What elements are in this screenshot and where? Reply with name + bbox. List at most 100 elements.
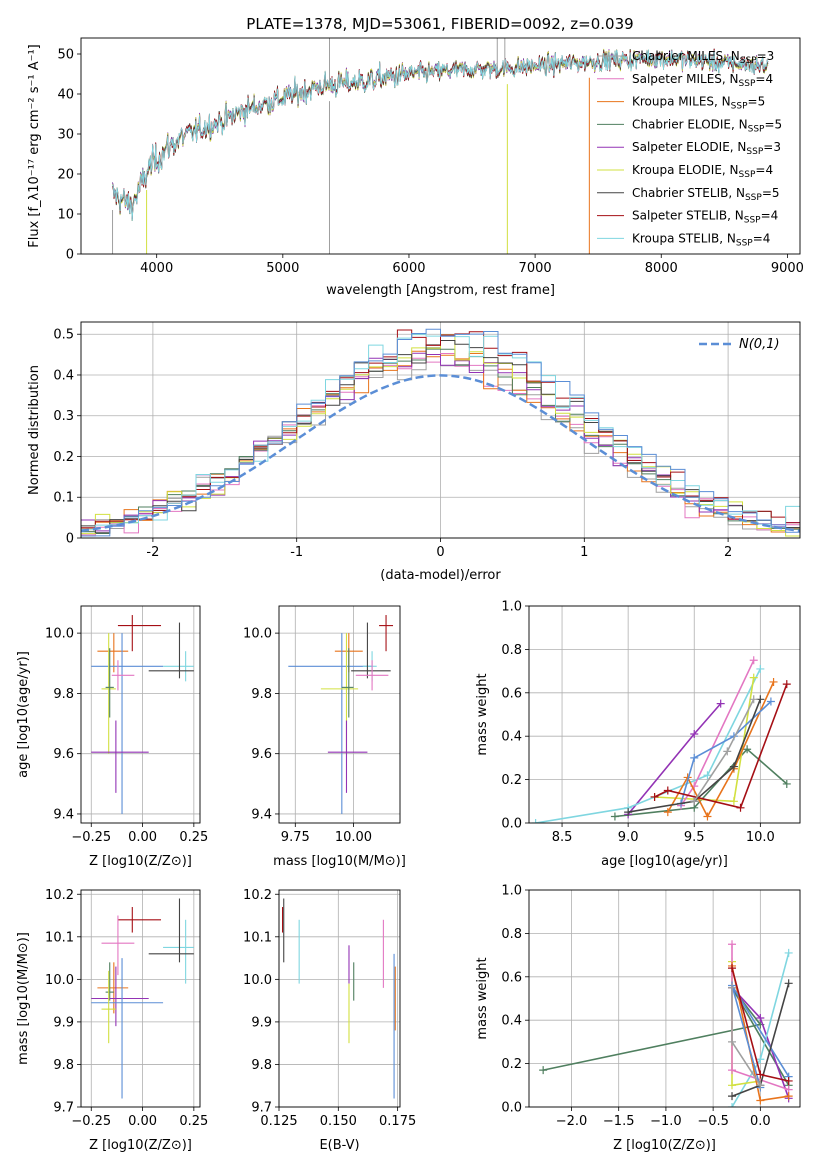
y-tick-label: 10.2	[45, 888, 74, 903]
series-point	[756, 1096, 765, 1105]
y-tick-label: 9.4	[53, 807, 74, 822]
series-point	[728, 1092, 737, 1101]
histogram-step	[81, 328, 800, 538]
chart-weight-vs-Z: −2.0 −1.5 −1.0 −0.5 0.0 0.0 0.2 0.4 0.6 0.8 1.0 Z […	[475, 884, 801, 1153]
legend-label: Salpeter MILES, NSSP=4	[632, 72, 773, 89]
y-tick-label: 9.6	[251, 747, 272, 762]
y-tick-label: 1.0	[501, 600, 522, 615]
chart-age-vs-mass: 9.75 10.00 9.4 9.6 9.8 10.0 mass [log10(M/M⊙)]	[243, 605, 406, 869]
y-tick-label: 1.0	[501, 884, 522, 899]
x-axis-label: Z [log10(Z/Z⊙)]	[89, 854, 192, 869]
y-tick-label: 0.6	[501, 970, 522, 985]
y-tick-label: 0.1	[53, 491, 74, 506]
y-tick-label: 20	[57, 168, 74, 183]
histograms	[81, 328, 800, 538]
y-axis-label: age [log10(age/yr)]	[16, 651, 31, 778]
y-axis-label: Flux [f_λ10⁻¹⁷ erg cm⁻² s⁻¹ A⁻¹]	[27, 44, 42, 248]
normal-curve	[81, 374, 800, 533]
series-point	[531, 819, 540, 823]
x-tick-label: 0.125	[260, 1114, 297, 1129]
x-tick-label: 6000	[392, 261, 425, 276]
axes-frame	[80, 321, 801, 539]
legend-label: Chabrier MILES, NSSP=3	[632, 49, 774, 66]
x-tick-label: 0	[436, 545, 444, 560]
legend-subscript: SSP	[740, 56, 757, 66]
chart-mass-vs-ebv: 0.125 0.150 0.175 9.7 9.8 9.9 10.0 10.1 10.2 E(B-…	[243, 888, 416, 1153]
series-point	[756, 1070, 765, 1079]
y-tick-label: 9.7	[53, 1101, 74, 1116]
x-axis-label: age [log10(age/yr)]	[601, 854, 728, 869]
series-point	[749, 656, 758, 665]
series-point	[749, 673, 758, 682]
legend-label: Salpeter STELIB, NSSP=4	[632, 209, 778, 226]
series-point	[703, 812, 712, 821]
x-tick-label: 7000	[519, 261, 552, 276]
x-tick-label: 5000	[266, 261, 299, 276]
series-point	[690, 753, 699, 762]
y-tick-label: 9.8	[251, 687, 272, 702]
axes-frame	[528, 889, 801, 1108]
axes-frame	[80, 889, 201, 1108]
series-point	[539, 1066, 548, 1075]
x-axis-label: wavelength [Angstrom, rest frame]	[326, 283, 555, 298]
y-tick-label: 10.0	[45, 627, 74, 642]
series-point	[728, 940, 737, 949]
x-tick-label: 8000	[645, 261, 678, 276]
errorbars	[282, 898, 396, 1099]
axes-frame	[80, 605, 201, 824]
legend-nssp: =5	[764, 117, 782, 131]
series-point	[756, 664, 765, 673]
legend-subscript: SSP	[731, 102, 748, 112]
x-tick-label: 0.0	[750, 1114, 771, 1129]
series-point	[728, 964, 737, 973]
x-axis-label: Z [log10(Z/Z⊙)]	[89, 1138, 192, 1153]
legend-subscript: SSP	[746, 147, 763, 157]
series-point	[690, 797, 699, 806]
legend-nssp: =5	[748, 95, 766, 109]
y-tick-label: 9.7	[251, 1101, 272, 1116]
x-axis-label: mass [log10(M/M⊙)]	[273, 854, 406, 869]
y-tick-label: 0.0	[501, 1101, 522, 1116]
series-point	[784, 1076, 793, 1085]
errorbars	[91, 615, 194, 814]
x-tick-label: 0.00	[128, 1114, 157, 1129]
series-point	[756, 1081, 765, 1090]
y-tick-label: 9.8	[53, 687, 74, 702]
errorbars	[91, 898, 194, 1099]
x-tick-label: 2	[724, 545, 732, 560]
chart-age-vs-Z: −0.25 0.00 0.25 9.4 9.6 9.8 10.0 Z [log10(Z/Z⊙)…	[16, 605, 208, 869]
x-tick-label: −0.25	[71, 830, 111, 845]
legend: Chabrier MILES, NSSP=3 Salpeter MILES, NS…	[597, 49, 782, 248]
legend-label: Kroupa ELODIE, NSSP=4	[632, 163, 773, 180]
errorbars	[288, 615, 394, 814]
y-tick-label: 0.4	[501, 1014, 522, 1029]
y-tick-label: 0.3	[53, 409, 74, 424]
legend-subscript: SSP	[744, 216, 761, 226]
y-tick-label: 0.2	[53, 450, 74, 465]
series-point	[728, 983, 737, 992]
y-tick-label: 0.8	[501, 643, 522, 658]
series-point	[703, 771, 712, 780]
y-tick-label: 0.8	[501, 927, 522, 942]
figure-title: PLATE=1378, MJD=53061, FIBERID=0092, z=0…	[246, 15, 633, 33]
y-tick-label: 0.6	[501, 686, 522, 701]
y-tick-label: 9.6	[53, 747, 74, 762]
y-tick-label: 9.9	[53, 1015, 74, 1030]
y-tick-label: 9.8	[53, 1058, 74, 1073]
x-tick-label: 1	[580, 545, 588, 560]
series-line	[543, 987, 790, 1086]
panels: 4000 5000 6000 7000 8000 900001020304050wavel…	[16, 37, 804, 1153]
y-tick-label: 0.0	[501, 817, 522, 832]
series-point	[729, 797, 738, 806]
legend-subscript: SSP	[739, 170, 756, 180]
x-tick-label: 8.5	[552, 830, 573, 845]
series-point	[723, 747, 732, 756]
x-tick-label: 10.0	[746, 830, 775, 845]
series-point	[610, 812, 619, 821]
x-tick-label: 9000	[771, 261, 804, 276]
axes-frame	[528, 605, 801, 824]
y-tick-label: 50	[57, 48, 74, 63]
y-tick-label: 10.0	[243, 627, 272, 642]
series-point	[663, 808, 672, 817]
